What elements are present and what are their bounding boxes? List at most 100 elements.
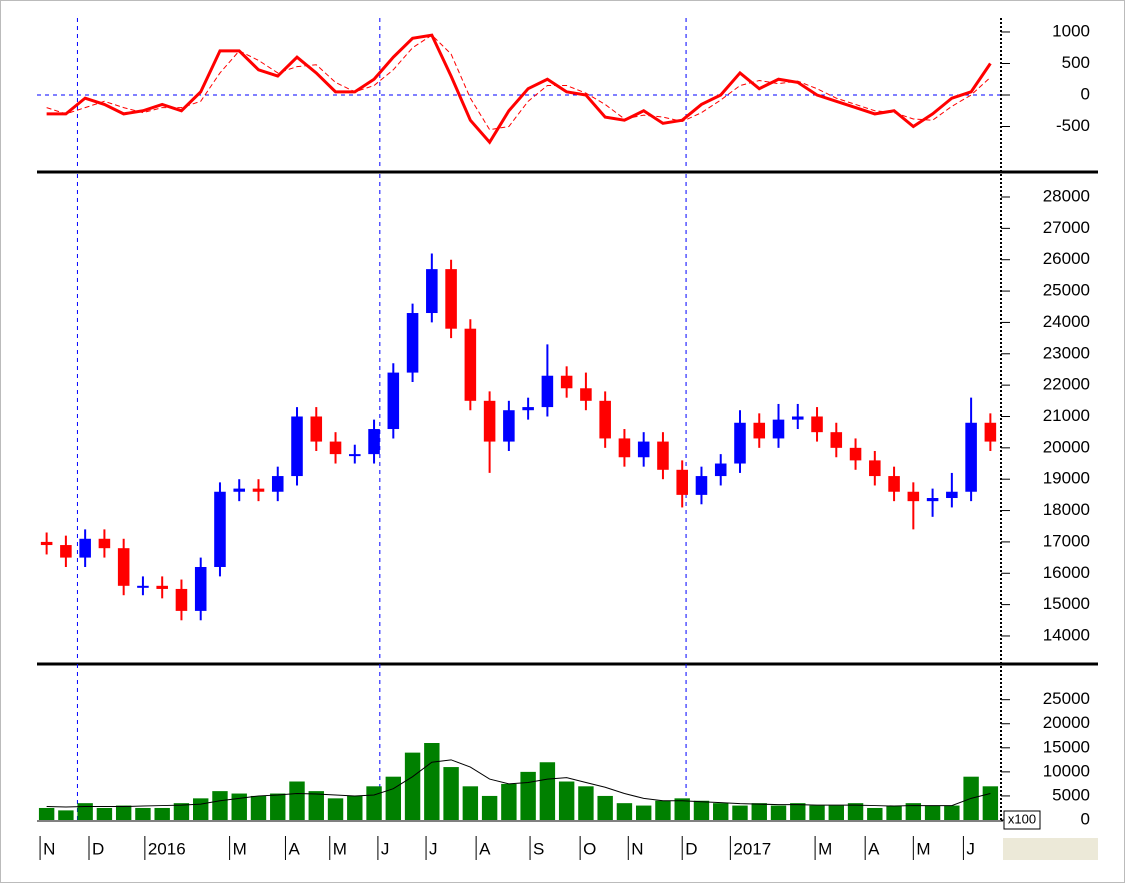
- candle-body: [907, 491, 920, 502]
- volume-bar: [385, 776, 402, 820]
- volume-bar: [270, 793, 286, 820]
- candle-body: [117, 548, 130, 586]
- y-tick-label: 0: [1081, 84, 1090, 103]
- volume-bar: [751, 803, 767, 820]
- volume-bar: [38, 807, 55, 820]
- volume-bar: [616, 803, 633, 820]
- candle-body: [368, 429, 380, 455]
- candle-body: [888, 476, 900, 492]
- candle-body: [984, 422, 997, 442]
- signal-line: [46, 34, 991, 131]
- y-tick-label: 25000: [1043, 689, 1090, 708]
- y-tick-label: 26000: [1043, 249, 1090, 268]
- candle-body: [60, 545, 72, 558]
- oscillator-line: [46, 33, 992, 145]
- x-tick-label: M: [333, 839, 347, 858]
- y-tick-label: 500: [1062, 53, 1090, 72]
- y-tick-label: 23000: [1043, 343, 1090, 362]
- y-tick-label: 19000: [1043, 469, 1090, 488]
- y-tick-label: 5000: [1052, 785, 1090, 804]
- volume-bar: [308, 791, 324, 820]
- x-tick-label: J: [429, 839, 438, 858]
- candle-body: [541, 375, 554, 408]
- candle-body: [695, 476, 708, 495]
- candle-body: [580, 388, 592, 401]
- volume-bar: [867, 807, 883, 820]
- candle-body: [483, 400, 496, 442]
- volume-bar: [250, 795, 267, 820]
- volume-bar: [404, 752, 421, 820]
- y-tick-label: 17000: [1043, 531, 1090, 550]
- volume-bar: [828, 805, 844, 820]
- candle-body: [233, 488, 246, 492]
- candle-body: [137, 585, 149, 588]
- volume-bar: [809, 805, 825, 820]
- volume-bar: [597, 795, 613, 820]
- x-tick-label: J: [966, 839, 975, 858]
- y-tick-label: 16000: [1043, 563, 1090, 582]
- volume-bar: [481, 795, 498, 820]
- y-tick-label: 24000: [1043, 312, 1090, 331]
- candle-body: [946, 491, 958, 499]
- x-tick-label: S: [533, 839, 544, 858]
- candle-body: [753, 422, 766, 439]
- candle-body: [291, 416, 303, 477]
- x-tick-label: A: [479, 839, 491, 858]
- volume-bar: [115, 805, 132, 820]
- y-tick-label: 20000: [1043, 437, 1090, 456]
- candle-body: [599, 400, 611, 439]
- candle-body: [849, 447, 862, 461]
- volume-bar: [693, 800, 710, 820]
- x-tick-label: D: [685, 839, 697, 858]
- candle-body: [98, 538, 111, 549]
- volume-bar: [193, 798, 209, 820]
- candle-body: [869, 460, 881, 477]
- volume-bar: [366, 786, 382, 820]
- x-tick-label: A: [868, 839, 880, 858]
- x-tick-label: A: [288, 839, 300, 858]
- y-tick-label: 15000: [1043, 737, 1090, 756]
- candle-body: [252, 488, 265, 492]
- volume-bar: [77, 803, 93, 820]
- y-tick-label: 14000: [1043, 625, 1090, 644]
- volume-bar: [539, 762, 556, 820]
- corner-box: [1003, 838, 1098, 860]
- x-tick-label: J: [381, 839, 390, 858]
- volume-bar: [905, 803, 922, 820]
- volume-bar: [347, 795, 363, 820]
- volume-bar: [578, 786, 594, 820]
- candle-body: [329, 441, 342, 455]
- x-tick-label: M: [818, 839, 832, 858]
- candle-body: [79, 538, 91, 558]
- x-tick-label: M: [916, 839, 930, 858]
- y-tick-label: 21000: [1043, 406, 1090, 425]
- volume-bar: [886, 805, 902, 820]
- candle-body: [791, 416, 804, 420]
- x-tick-label: N: [631, 839, 643, 858]
- unit-box: [1003, 810, 1041, 830]
- volume-bar: [520, 771, 536, 820]
- volume-bar: [732, 805, 748, 820]
- candle-body: [271, 476, 284, 492]
- volume-bar: [790, 803, 806, 820]
- candle-body: [349, 454, 361, 457]
- volume-bar: [173, 803, 190, 820]
- candle-body: [522, 407, 534, 411]
- volume-bar: [443, 767, 459, 820]
- volume-bar: [655, 800, 671, 820]
- volume-bar: [135, 807, 151, 820]
- volume-bar: [635, 805, 652, 820]
- y-tick-label: 18000: [1043, 500, 1090, 519]
- volume-ma: [46, 759, 991, 808]
- candle-body: [676, 469, 688, 495]
- candle-body: [965, 422, 977, 492]
- y-tick-label: 25000: [1043, 281, 1090, 300]
- y-tick-label: 20000: [1043, 713, 1090, 732]
- volume-bar: [713, 803, 729, 820]
- volume-bar: [424, 743, 440, 820]
- volume-bar: [212, 791, 228, 820]
- y-tick-label: 28000: [1043, 186, 1090, 205]
- candle-body: [811, 416, 823, 433]
- candle-body: [387, 372, 400, 430]
